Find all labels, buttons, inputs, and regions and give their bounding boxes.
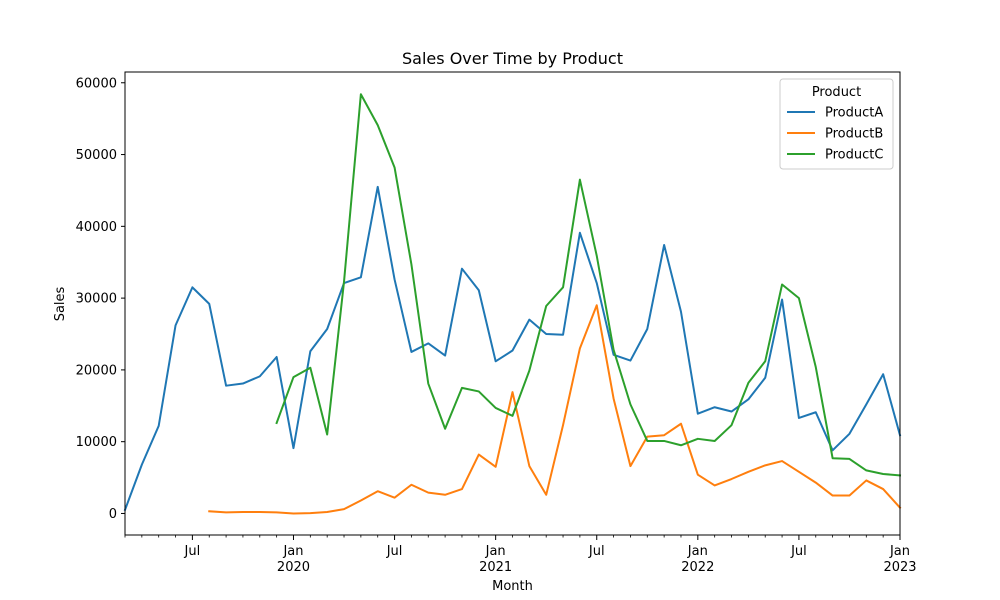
x-tick-year-label: 2023 [883,560,916,575]
x-axis-title: Month [492,579,533,594]
y-tick-label: 10000 [76,435,117,450]
plot-area [123,93,902,515]
x-tick-label: Jan [889,544,910,559]
y-tick-label: 50000 [76,148,117,163]
y-axis-title: Sales [53,286,68,321]
y-tick-label: 40000 [76,220,117,235]
x-tick-label: Jul [184,544,201,559]
x-tick-label: Jul [386,544,403,559]
chart-title: Sales Over Time by Product [402,49,623,68]
x-tick-year-label: 2022 [681,560,714,575]
legend-label-productc: ProductC [825,148,883,163]
y-tick-label: 30000 [76,292,117,307]
x-tick-label: Jan [485,544,506,559]
y-tick-label: 20000 [76,363,117,378]
x-tick-label: Jul [588,544,605,559]
series-line-productc [275,93,902,477]
x-tick-label: Jan [282,544,303,559]
legend-box [779,78,894,170]
x-tick-year-label: 2020 [277,560,310,575]
y-tick-label: 0 [109,507,117,522]
x-tick-year-label: 2021 [479,560,512,575]
x-tick-label: Jul [790,544,807,559]
series-line-producta [123,185,902,512]
legend-label-productb: ProductB [825,127,883,142]
x-tick-label: Jan [687,544,708,559]
series-line-productb [208,304,902,515]
legend: Product ProductA ProductB ProductC [779,78,894,170]
legend-label-producta: ProductA [825,106,883,121]
legend-title: Product [812,85,861,100]
y-tick-label: 60000 [76,76,117,91]
